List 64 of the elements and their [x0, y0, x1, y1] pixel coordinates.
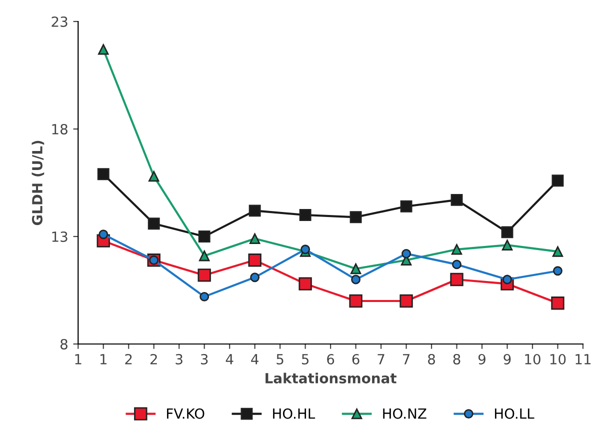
x-tick-label: 6 — [327, 354, 334, 364]
y-tick-label: 23 — [52, 16, 68, 27]
point — [452, 260, 462, 270]
point — [198, 268, 211, 282]
point — [552, 174, 564, 187]
point — [97, 168, 110, 180]
y-axis-title: GLDH (U/L) — [32, 140, 44, 226]
x-tick-label: 8 — [428, 354, 435, 364]
point — [298, 277, 312, 290]
y-tick-label: 8 — [60, 338, 68, 350]
point — [400, 200, 412, 212]
x-tick-label: 4 — [251, 354, 258, 364]
point — [551, 296, 564, 310]
x-tick-label: 5 — [302, 354, 309, 364]
point — [450, 272, 464, 286]
point — [148, 218, 160, 230]
point — [198, 230, 210, 242]
x-tick-label: 2 — [150, 354, 157, 364]
point — [250, 272, 260, 282]
legend-label: HO.HL — [273, 408, 316, 419]
x-tick-label: 4 — [226, 354, 234, 364]
point — [300, 244, 310, 254]
point — [552, 246, 564, 257]
point — [450, 194, 463, 206]
x-tick-label: 9 — [478, 354, 486, 364]
point — [451, 244, 462, 255]
point — [501, 226, 514, 238]
point — [350, 263, 362, 274]
point — [148, 170, 160, 182]
point — [299, 209, 312, 221]
point — [402, 248, 411, 258]
legend-label: HO.LL — [494, 408, 534, 419]
x-tick-label: 3 — [200, 354, 208, 364]
y-tick-label: 18 — [52, 124, 68, 134]
point — [249, 233, 260, 244]
point — [200, 292, 210, 302]
x-tick-label: 7 — [402, 354, 410, 364]
x-tick-label: 6 — [352, 354, 360, 364]
x-tick-label: 1 — [75, 354, 82, 364]
x-tick-label: 2 — [125, 354, 132, 364]
legend-label: FV.KO — [167, 408, 204, 419]
point — [248, 204, 261, 217]
y-tick-label: 13 — [52, 231, 68, 242]
x-tick-label: 7 — [378, 354, 384, 364]
x-tick-label: 1 — [100, 354, 107, 364]
point — [248, 254, 262, 267]
x-axis-title: Laktationsmonat — [266, 372, 396, 384]
point — [351, 274, 361, 284]
x-tick-label: 9 — [504, 354, 511, 364]
x-tick-label: 10 — [525, 354, 540, 364]
x-tick-label: 10 — [550, 354, 566, 364]
point — [502, 240, 513, 250]
point — [349, 294, 362, 308]
legend-label: HO.NZ — [383, 408, 426, 419]
x-tick-label: 8 — [453, 354, 460, 364]
point — [198, 250, 210, 262]
point — [400, 294, 413, 308]
x-tick-label: 5 — [276, 354, 284, 364]
point — [350, 211, 362, 224]
point — [553, 266, 562, 276]
point — [98, 230, 108, 240]
x-tick-label: 3 — [176, 354, 182, 364]
point — [98, 44, 109, 55]
x-tick-label: 11 — [576, 354, 591, 364]
